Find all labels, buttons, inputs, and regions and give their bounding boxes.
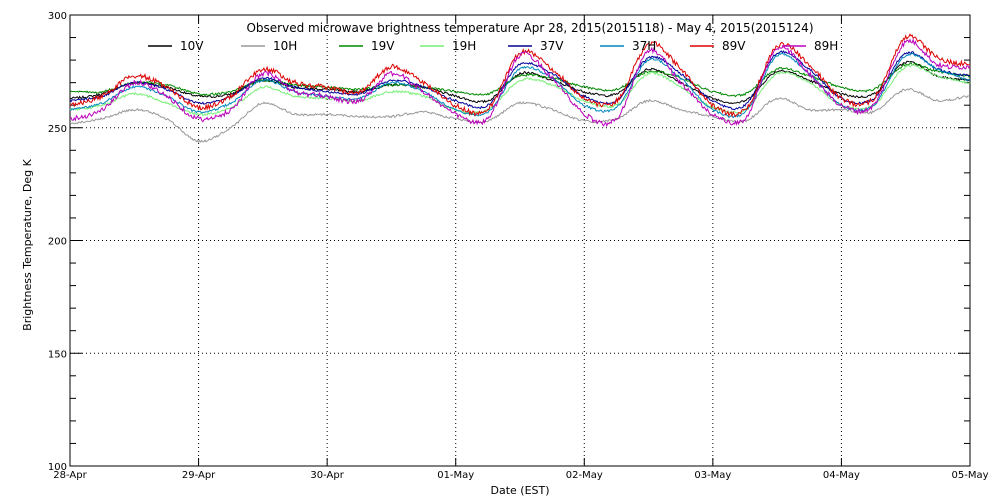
series-line-89v — [69, 33, 971, 118]
series-line-89h — [69, 37, 971, 128]
x-axis-label: Date (EST) — [490, 484, 549, 497]
legend-label-10h: 10H — [273, 39, 297, 53]
legend-label-37v: 37V — [540, 39, 564, 53]
y-tick-label: 250 — [48, 124, 67, 135]
legend-label-37h: 37H — [632, 39, 656, 53]
x-tick-label: 04-May — [823, 470, 860, 481]
x-tick-label: 01-May — [437, 470, 474, 481]
legend-label-89h: 89H — [814, 39, 838, 53]
tick-layer: 100 150 200 250 300 28-Apr 29-Apr 30-Apr 01-May 0… — [48, 11, 989, 481]
series-line-10h — [69, 87, 971, 144]
legend-label-10v: 10V — [180, 39, 204, 53]
x-tick-label: 28-Apr — [53, 470, 87, 481]
chart-title: Observed microwave brightness temperatur… — [246, 21, 813, 35]
series-line-37h — [69, 52, 971, 119]
legend-label-19h: 19H — [452, 39, 476, 53]
series-layer — [69, 33, 971, 144]
series-line-10v — [69, 60, 971, 105]
legend-label-19v: 19V — [371, 39, 395, 53]
y-axis-label: Brightness Temperature, Deg K — [21, 158, 34, 330]
y-tick-label: 200 — [48, 237, 67, 248]
legend: 10V 10H 19V 19H 37V 37H 89V 89H — [148, 39, 838, 53]
grid-layer — [70, 15, 970, 466]
x-tick-label: 05-May — [951, 470, 988, 481]
x-tick-label: 30-Apr — [310, 470, 344, 481]
y-tick-label: 300 — [48, 11, 67, 22]
x-tick-label: 29-Apr — [182, 470, 216, 481]
y-tick-label: 100 — [48, 462, 67, 473]
series-line-19h — [69, 64, 971, 116]
x-tick-label: 02-May — [566, 470, 603, 481]
legend-label-89v: 89V — [722, 39, 746, 53]
x-tick-label: 03-May — [694, 470, 731, 481]
y-tick-label: 150 — [48, 349, 67, 360]
